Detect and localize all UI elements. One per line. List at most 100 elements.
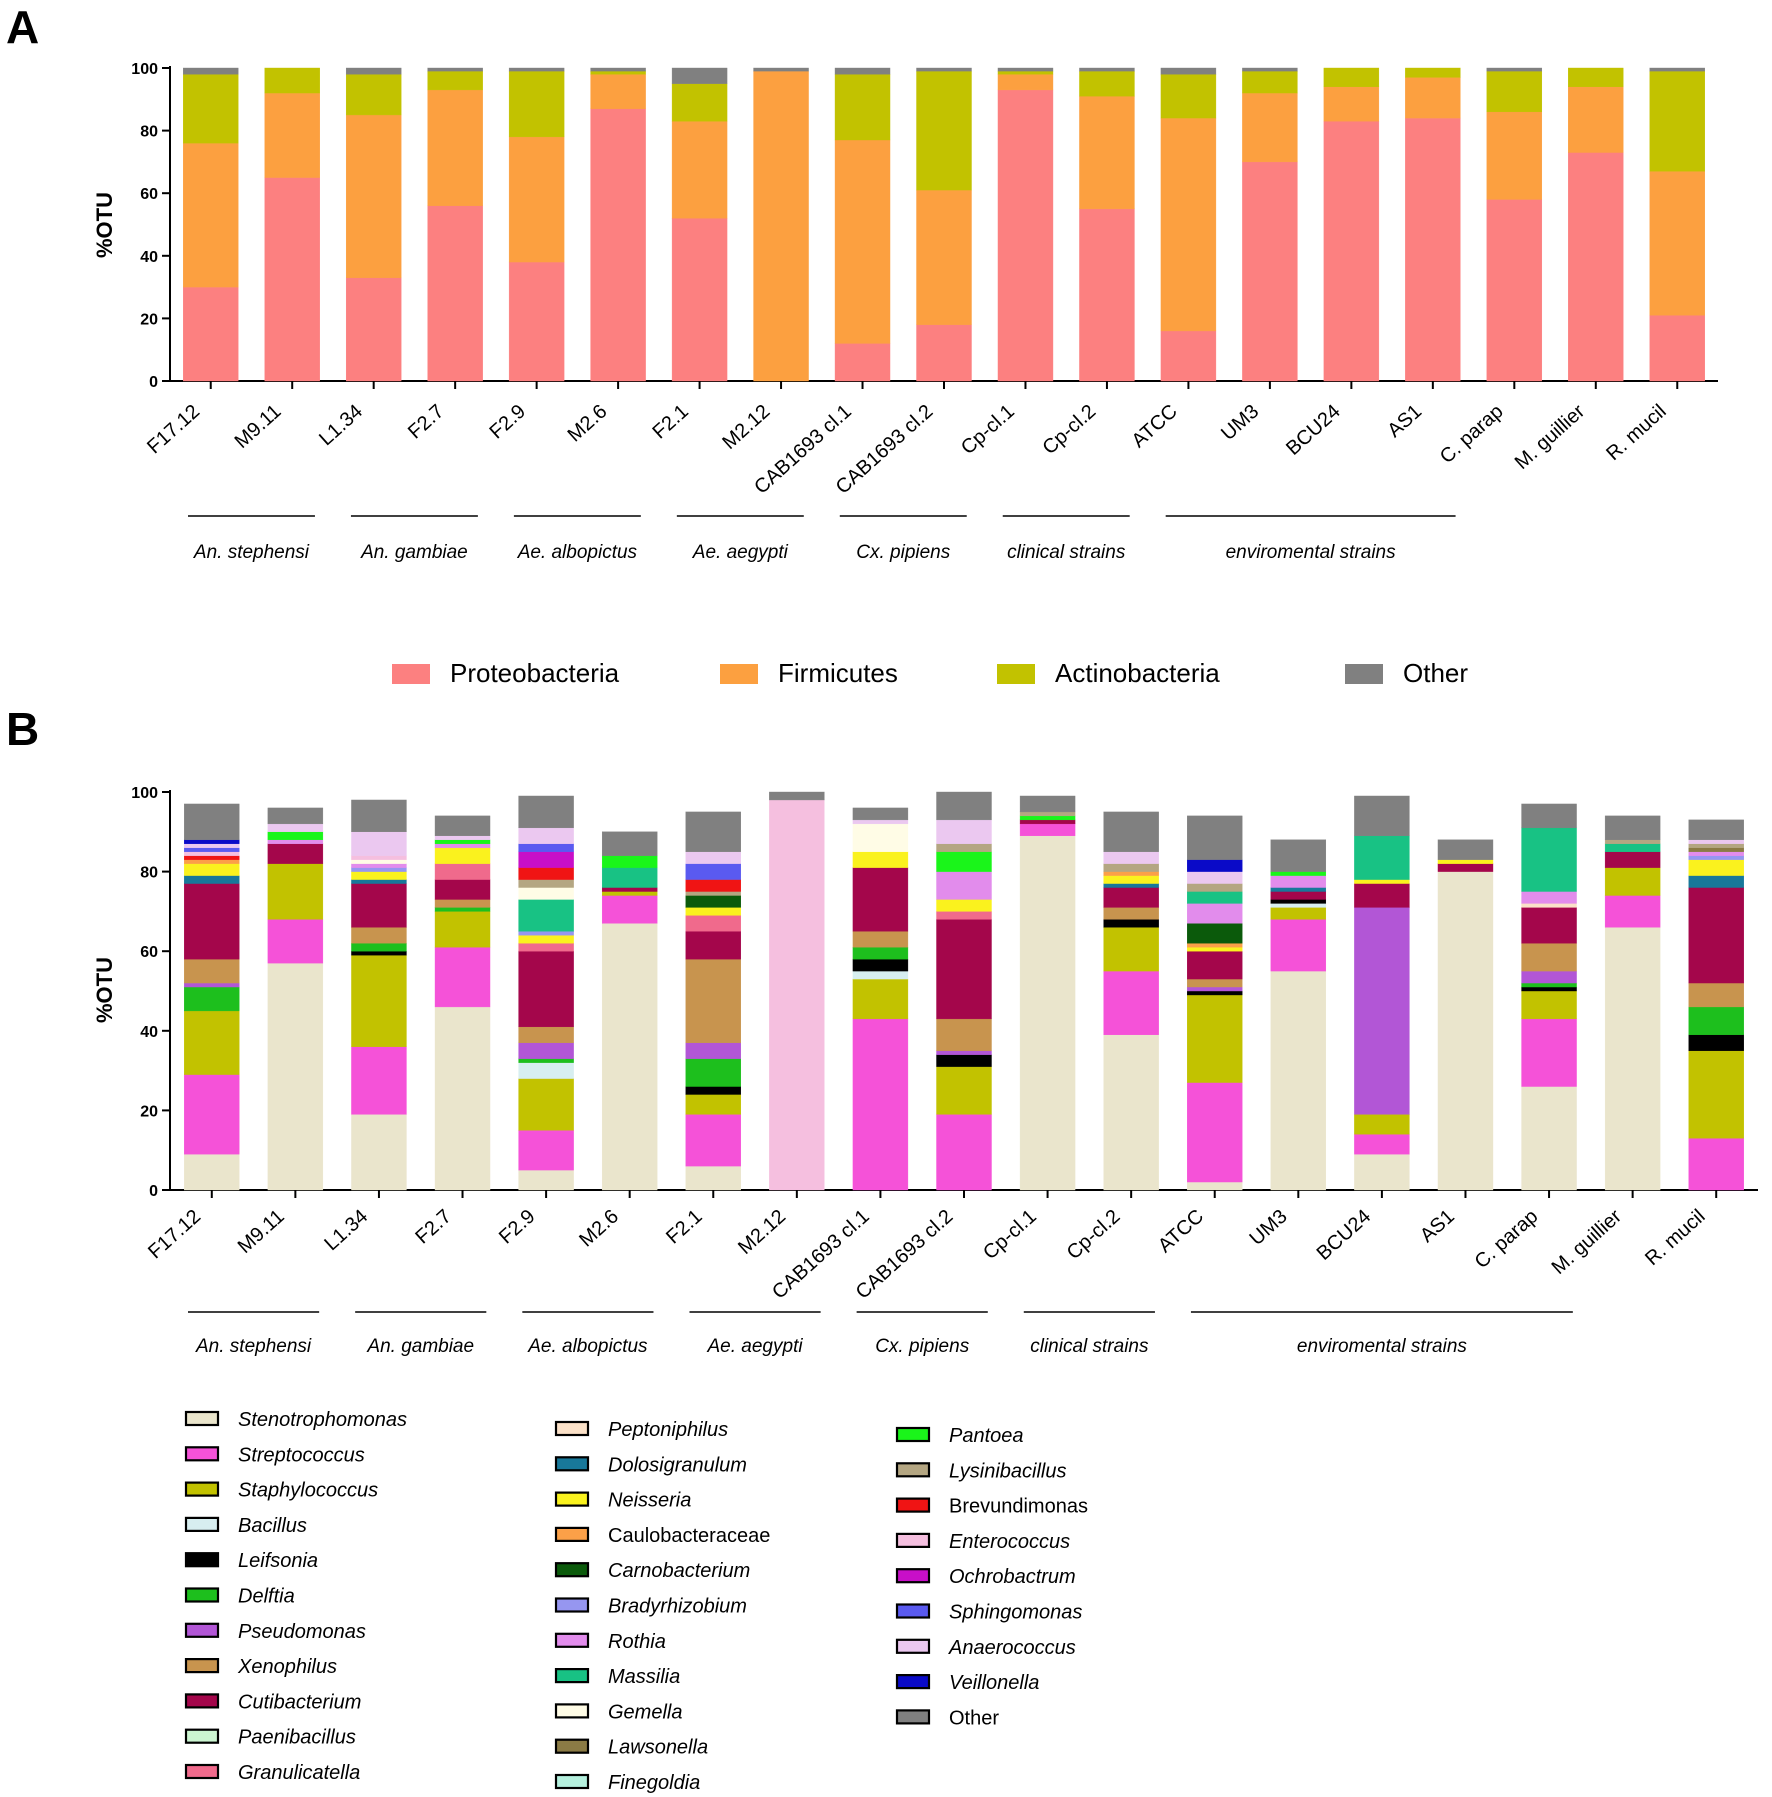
bar-segment-granulicatella	[518, 943, 574, 952]
legend-a: Proteobacteria Firmicutes Actinobacteria Ot…	[392, 658, 1468, 688]
y-tick-label-b: 40	[140, 1024, 158, 1041]
bar-segment-other	[345, 67, 402, 75]
bar-segment-staphylococcus	[267, 863, 324, 920]
bar-segment-leifsonia	[1688, 1034, 1744, 1051]
x-tick-label-b: BCU24	[1313, 1205, 1376, 1264]
bar-segment-massilia	[1354, 835, 1410, 880]
bar-segment-carnobacterium	[1187, 923, 1243, 944]
bar-segment-pseudomonas	[518, 1042, 574, 1059]
bar-segment-pseudomonas	[1521, 970, 1577, 984]
bar-segment-pantoea	[1019, 815, 1076, 821]
bar-segment-leifsonia	[1270, 899, 1327, 904]
legend-b-label-ochrobactrum: Ochrobactrum	[949, 1566, 1076, 1588]
legend-b-label-brevundimonas: Brevundimonas	[949, 1496, 1088, 1518]
bar-segment-proteobacteria	[1405, 117, 1461, 382]
bar-segment-xenophilus	[1103, 907, 1159, 920]
legend-b-label-bacillus: Bacillus	[238, 1515, 307, 1537]
legend-b-label-xenophilus: Xenophilus	[237, 1656, 337, 1678]
x-tick-label-b: L1.34	[320, 1205, 372, 1255]
bar-segment-cutibacterium	[1688, 887, 1744, 984]
bar-segment-bradyrhizobium	[351, 867, 407, 872]
legend-b-swatch-granulicatella	[184, 1763, 220, 1780]
legend-b-label-dolosigranulum: Dolosigranulum	[608, 1454, 747, 1476]
bar-segment-rothia	[434, 843, 491, 848]
bar-segment-lysinibacillus	[518, 879, 574, 888]
bar-segment-delftia	[434, 907, 491, 912]
legend-b-swatch-anaerococcus	[895, 1638, 931, 1654]
bar-segment-stenotrophomonas	[601, 923, 658, 1191]
bar-segment-anaerococcus	[518, 827, 574, 844]
bar-segment-anaerococcus	[936, 819, 992, 844]
bar-segment-rothia	[936, 871, 992, 900]
bar-segment-bacillus	[1270, 903, 1327, 908]
bar-segment-pseudomonas	[184, 982, 240, 988]
bar-segment-staphylococcus	[184, 1010, 240, 1075]
bar-segment-stenotrophomonas	[351, 1114, 407, 1191]
group-label-a: enviromental strains	[1226, 542, 1397, 563]
legend-b-swatch-cutibacterium	[184, 1693, 220, 1709]
legend-b-label-carnobacterium: Carnobacterium	[608, 1560, 750, 1582]
bar-segment-actinobacteria	[183, 74, 239, 144]
bar-segment-stenotrophomonas	[1604, 927, 1661, 1191]
legend-a-swatch-firmicutes	[720, 664, 758, 684]
legend-b-swatch-sphingomonas	[895, 1603, 931, 1619]
group-label-b: clinical strains	[1030, 1336, 1149, 1357]
x-tick-label-a: C. parap	[1436, 400, 1508, 468]
y-tick-label-a: 60	[140, 186, 158, 203]
group-label-a: Ae. albopictus	[517, 542, 638, 563]
bar-segment-streptococcus	[1187, 1082, 1243, 1183]
bar-segment-firmicutes	[590, 74, 646, 109]
bar-segment-neisseria	[1354, 879, 1410, 884]
bar-segment-massilia	[518, 899, 574, 932]
bar-segment-cutibacterium	[1103, 887, 1159, 908]
bar-segment-granulicatella	[434, 863, 491, 880]
bar-segment-stenotrophomonas	[1187, 1181, 1243, 1191]
bar-segment-streptococcus	[184, 1074, 240, 1155]
bar-segment-actinobacteria	[508, 70, 565, 138]
legend-b-swatch-pantoea	[895, 1426, 931, 1443]
bar-segment-xenophilus	[852, 931, 909, 948]
bar-segment-dolosigranulum	[184, 875, 240, 884]
bar-segment-firmicutes	[1486, 111, 1543, 200]
legend-b-label-streptococcus: Streptococcus	[238, 1444, 365, 1466]
bar-segment-lawsonella	[1688, 847, 1744, 852]
bar-segment-xenophilus	[184, 958, 240, 984]
bar-segment-other	[1103, 811, 1159, 852]
x-tick-label-b: ATCC	[1154, 1205, 1208, 1257]
bar-segment-rothia	[267, 839, 324, 844]
bar-segment-pseudomonas	[685, 1042, 741, 1059]
bar-segment-actinobacteria	[590, 70, 646, 75]
legend-b-swatch-gemella	[554, 1703, 590, 1719]
legend-b-swatch-lysinibacillus	[895, 1462, 931, 1478]
bar-segment-proteobacteria	[1649, 315, 1705, 382]
bar-segment-other	[508, 67, 565, 72]
bar-segment-anaerococcus	[351, 831, 407, 856]
bar-segment-pantoea	[1270, 871, 1327, 876]
legend-b-label-granulicatella: Granulicatella	[238, 1762, 360, 1784]
bar-segment-actinobacteria	[1568, 67, 1624, 87]
y-tick-label-a: 40	[140, 249, 158, 266]
bar-segment-bacillus	[852, 970, 909, 980]
bar-segment-pantoea	[434, 839, 491, 844]
x-tick-label-a: F2.1	[648, 400, 692, 443]
bar-segment-actinobacteria	[264, 67, 320, 94]
legend-a-swatch-proteobacteria	[392, 664, 430, 684]
group-label-b: An. stephensi	[195, 1336, 312, 1357]
bar-segment-lysinibacillus	[1019, 811, 1076, 817]
bar-segment-staphylococcus	[601, 891, 658, 896]
bar-segment-streptococcus	[1019, 823, 1076, 836]
x-tick-label-b: F2.9	[495, 1205, 539, 1248]
bar-segment-other	[1604, 815, 1661, 840]
bar-segment-other	[1187, 815, 1243, 860]
bar-segment-cutibacterium	[685, 931, 741, 960]
bar-segment-cutibacterium	[1019, 819, 1076, 825]
legend-b-label-caulobacteraceae: Caulobacteraceae	[608, 1525, 770, 1547]
bar-segment-proteobacteria	[1079, 208, 1135, 382]
bar-segment-enterococcus	[769, 799, 825, 1191]
bar-segment-pantoea	[267, 831, 324, 840]
legend-b-swatch-neisseria	[554, 1491, 590, 1507]
bar-segment-staphylococcus	[1688, 1050, 1744, 1139]
bar-segment-staphylococcus	[936, 1066, 992, 1115]
x-tick-label-b: M2.6	[575, 1205, 623, 1251]
bar-segment-neisseria	[1103, 875, 1159, 884]
